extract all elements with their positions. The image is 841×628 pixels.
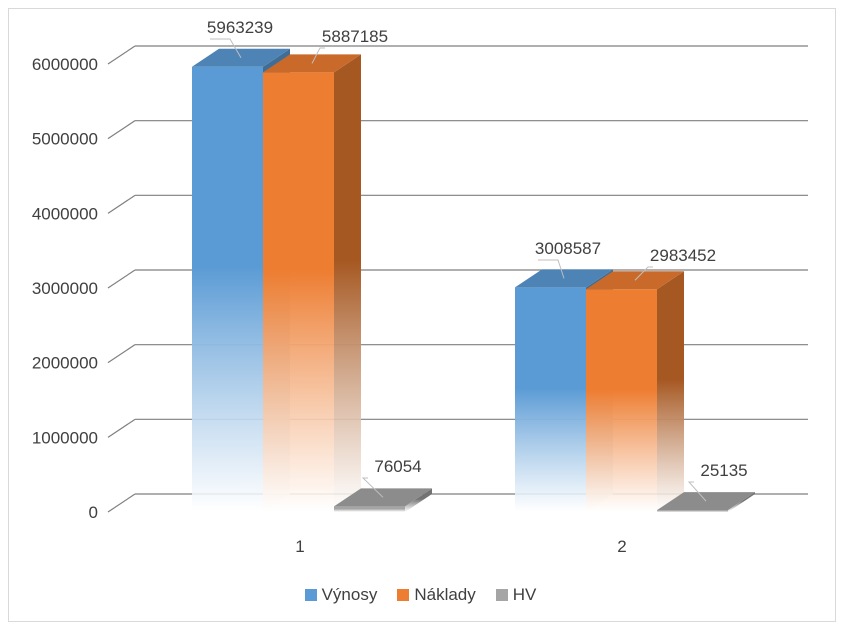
bar-side [728, 492, 755, 512]
gridline-diagonal [107, 45, 136, 65]
bar-top [263, 54, 361, 73]
bar-front [263, 72, 334, 512]
bar-front [334, 506, 405, 512]
legend: Výnosy Náklady HV [0, 585, 841, 605]
data-label: 3008587 [535, 239, 601, 258]
leader-line [361, 477, 384, 498]
data-label: 25135 [700, 461, 747, 480]
legend-item-vynosy: Výnosy [304, 585, 378, 605]
y-axis: 0 1000000 2000000 3000000 4000000 5000000 6000… [32, 55, 98, 522]
leader-line [687, 481, 707, 502]
legend-item-naklady: Náklady [397, 585, 476, 605]
legend-label: Výnosy [321, 585, 378, 604]
legend-swatch [397, 589, 410, 601]
bar-side [405, 488, 432, 512]
y-tick-label: 0 [89, 503, 98, 522]
bar-side [334, 54, 361, 512]
legend-label: HV [512, 585, 537, 604]
leader-line [311, 47, 325, 64]
x-tick-label: 2 [617, 537, 626, 556]
bar-front [657, 510, 728, 512]
y-tick-label: 3000000 [32, 279, 98, 298]
chart-frame [8, 8, 836, 622]
gridline-diagonal [107, 418, 136, 438]
data-label: 76054 [374, 457, 421, 476]
bar [586, 271, 684, 512]
y-tick-label: 6000000 [32, 55, 98, 74]
bars [192, 48, 755, 513]
y-tick-label: 4000000 [32, 204, 98, 223]
gridline-diagonal [107, 493, 136, 513]
bar-side [657, 271, 684, 512]
bar-front [192, 66, 263, 513]
legend-swatch [304, 589, 317, 601]
y-tick-label: 1000000 [32, 428, 98, 447]
y-tick-label: 2000000 [32, 354, 98, 373]
bar-front [586, 289, 657, 512]
bar [263, 54, 361, 512]
data-label: 5963239 [207, 18, 273, 37]
leader-line [538, 259, 565, 279]
gridline-diagonal [107, 194, 136, 214]
legend-item-hv: HV [495, 585, 537, 605]
gridline-diagonal [107, 344, 136, 364]
leader-line [210, 38, 242, 58]
y-tick-label: 5000000 [32, 130, 98, 149]
legend-label: Náklady [414, 585, 476, 604]
leader-line [634, 266, 653, 281]
data-label: 2983452 [650, 246, 716, 265]
legend-swatch [495, 589, 508, 601]
data-label: 5887185 [322, 27, 388, 46]
data-labels: 5963239 3008587 5887185 2983452 76054 25135 [207, 18, 748, 502]
gridline-diagonal [107, 269, 136, 289]
x-tick-label: 1 [295, 537, 304, 556]
bar-front [515, 287, 586, 512]
gridline-diagonal [107, 120, 136, 140]
